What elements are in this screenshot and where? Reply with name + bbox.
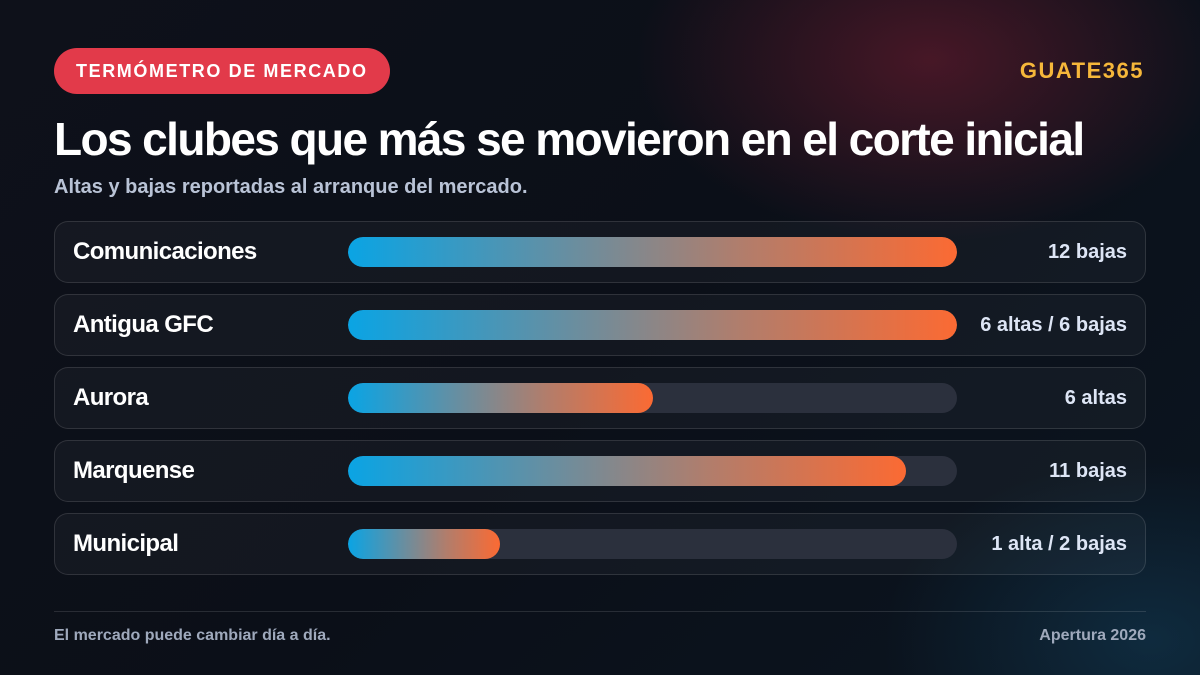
- club-row: Municipal 1 alta / 2 bajas: [54, 513, 1146, 575]
- movement-value-label: 6 altas / 6 bajas: [980, 313, 1127, 336]
- bar-fill: [348, 310, 957, 340]
- footer-note: El mercado puede cambiar día a día.: [54, 627, 331, 644]
- footer-season: Apertura 2026: [1039, 627, 1146, 644]
- club-row: Marquense 11 bajas: [54, 440, 1146, 502]
- bar-track: [348, 529, 957, 559]
- bar-fill: [348, 529, 501, 559]
- brand-logo: GUATE365: [1019, 58, 1144, 83]
- club-row: Comunicaciones 12 bajas: [54, 221, 1146, 283]
- club-name: Municipal: [73, 530, 179, 557]
- bar-track: [348, 456, 957, 486]
- club-row: Aurora 6 altas: [54, 367, 1146, 429]
- bar-track: [348, 383, 957, 413]
- market-thermometer-badge: TERMÓMETRO DE MERCADO: [54, 48, 390, 94]
- bar-fill: [348, 456, 907, 486]
- page-subtitle: Altas y bajas reportadas al arranque del…: [54, 176, 528, 198]
- movement-value-label: 11 bajas: [1049, 459, 1127, 482]
- movement-value-label: 6 altas: [1064, 386, 1127, 409]
- bar-track: [348, 237, 957, 267]
- page-title: Los clubes que más se movieron en el cor…: [54, 113, 1085, 165]
- bar-fill: [348, 383, 653, 413]
- club-name: Antigua GFC: [73, 311, 214, 338]
- club-name: Aurora: [73, 384, 149, 411]
- movement-value-label: 12 bajas: [1048, 240, 1127, 263]
- club-name: Marquense: [73, 457, 195, 484]
- movement-value-label: 1 alta / 2 bajas: [991, 532, 1127, 555]
- footer-divider: [54, 611, 1146, 612]
- bar-track: [348, 310, 957, 340]
- bar-fill: [348, 237, 957, 267]
- club-name: Comunicaciones: [73, 238, 257, 265]
- club-row: Antigua GFC 6 altas / 6 bajas: [54, 294, 1146, 356]
